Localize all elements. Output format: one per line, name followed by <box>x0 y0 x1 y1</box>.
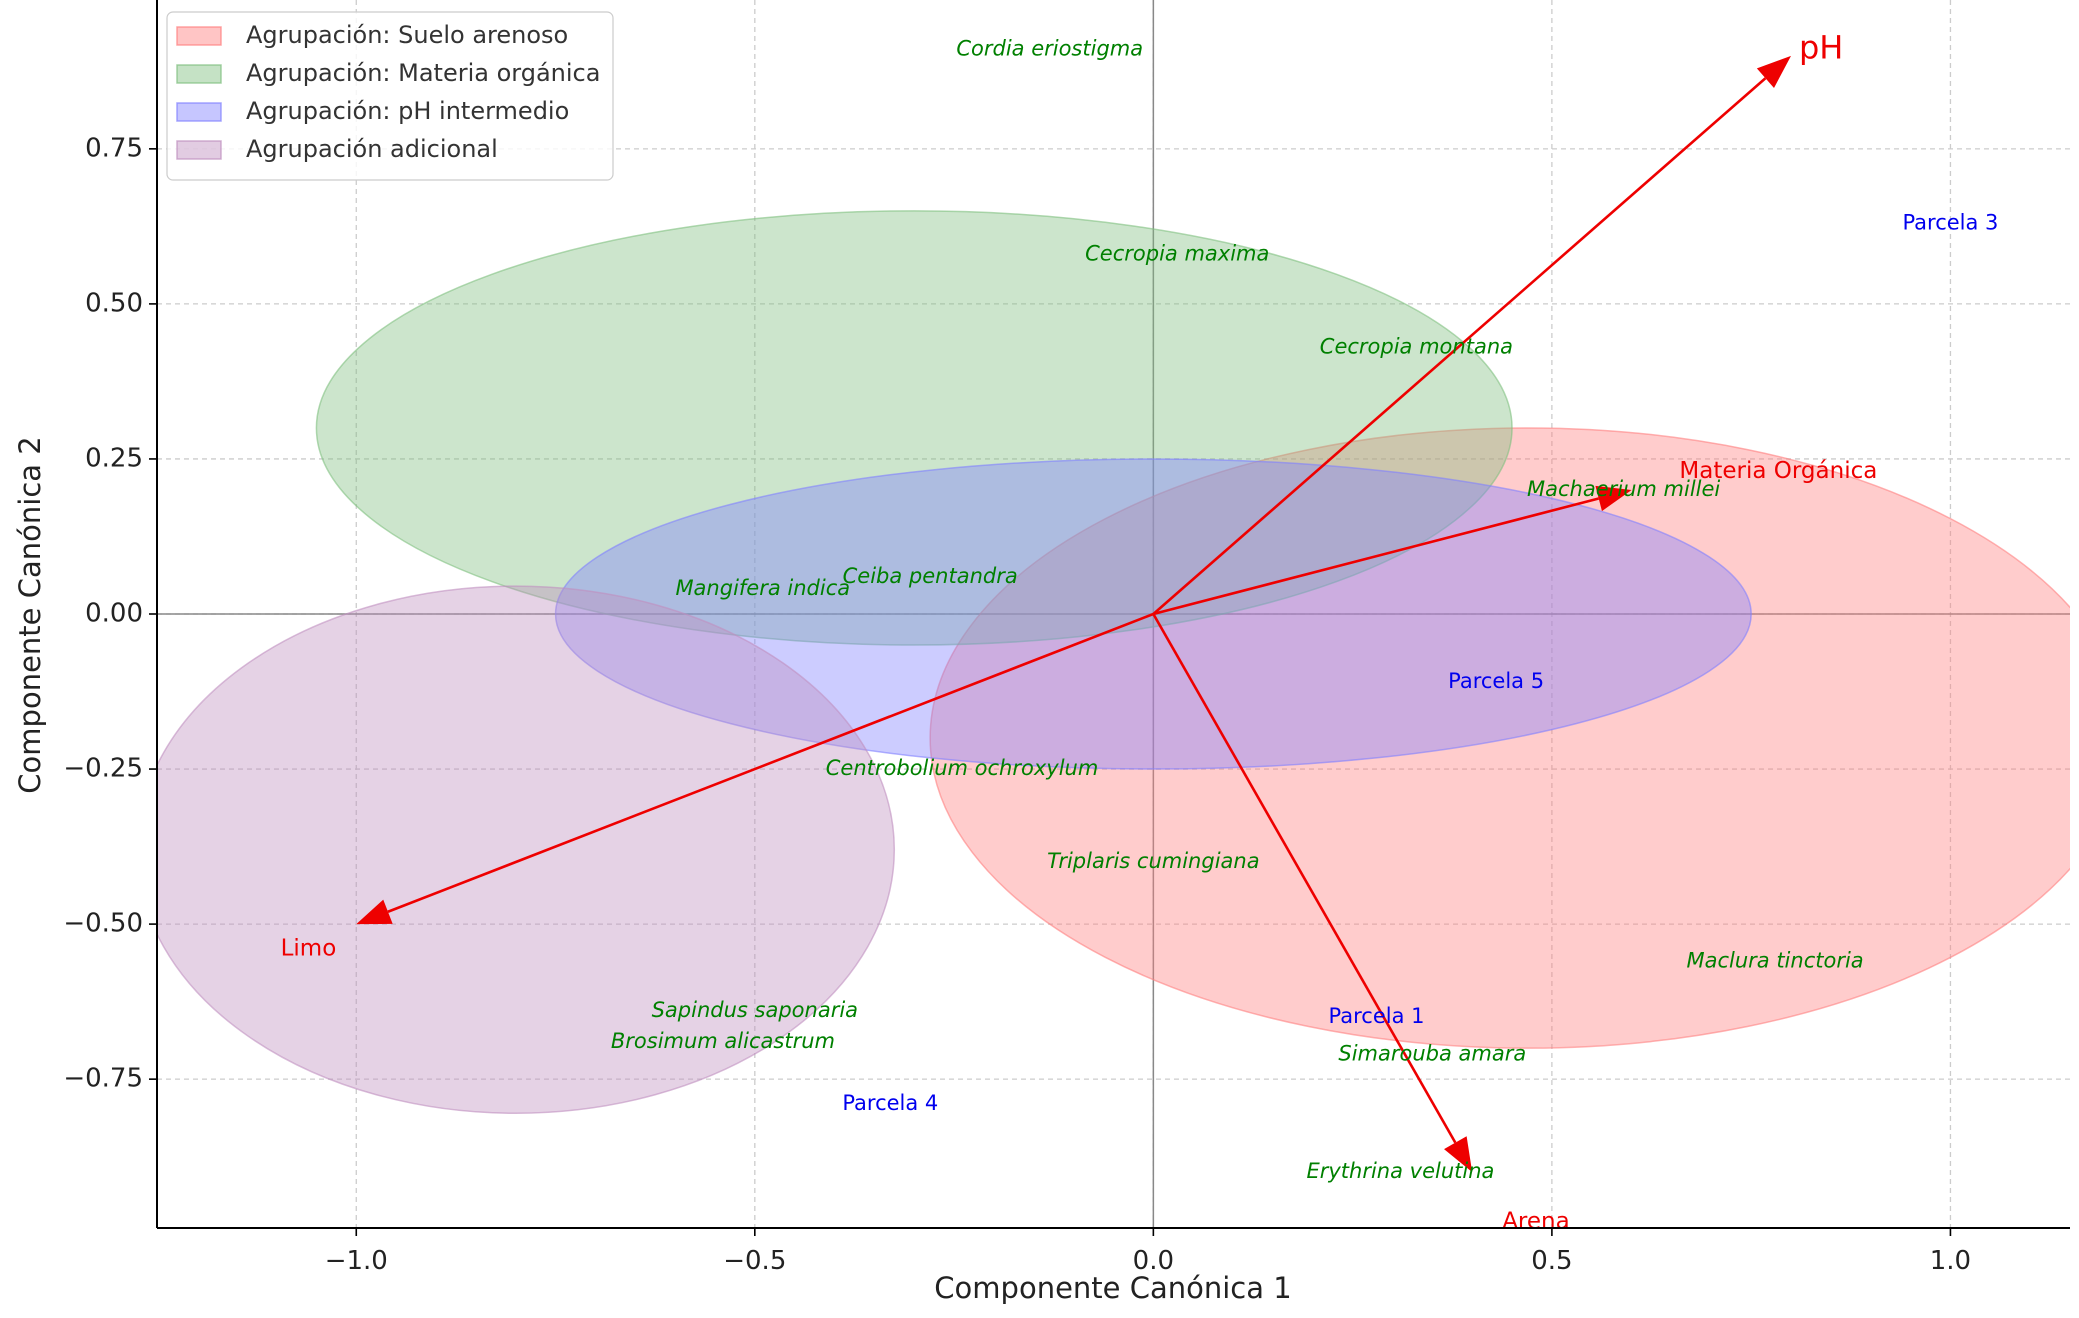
vector-label-ph: pH <box>1799 29 1843 67</box>
species-label-centrobolium-ochroxylum: Centrobolium ochroxylum <box>826 756 1099 780</box>
x-tick-label: 1.0 <box>1930 1246 1971 1276</box>
species-label-cecropia-maxima: Cecropia maxima <box>1085 241 1269 265</box>
y-tick-label: 0.75 <box>85 133 143 163</box>
x-tick-label: −1.0 <box>325 1246 388 1276</box>
species-label-mangifera-indica: Mangifera indica <box>675 576 850 600</box>
y-axis-title: Componente Canónica 2 <box>13 436 47 793</box>
species-labels: Cordia eriostigma Cecropia maxima Cecropia… <box>611 37 1864 1184</box>
vector-label-materia-organica: Materia Orgánica <box>1679 458 1877 484</box>
legend-swatch <box>176 64 222 84</box>
legend-item-agrupacion-materia-organica: Agrupación: Materia orgánica <box>176 59 600 87</box>
legend-box <box>166 11 614 181</box>
legend-swatch <box>176 140 222 160</box>
x-axis-title: Componente Canónica 1 <box>934 1271 1291 1305</box>
group-ellipses <box>157 210 2070 1114</box>
environmental-vectors <box>356 55 1792 1173</box>
vector-arrowhead <box>1595 485 1632 512</box>
species-label-simarouba-amara: Simarouba amara <box>1338 1041 1526 1065</box>
y-tick-label: 0.00 <box>85 599 143 629</box>
x-tick-labels: −1.0 −0.5 0.0 0.5 1.0 <box>325 1246 1971 1276</box>
vector-shaft <box>1152 77 1767 615</box>
x-tick-label: 0.5 <box>1531 1246 1572 1276</box>
ellipse-agrupacion-materia-organica <box>315 210 1513 646</box>
species-label-maclura-tinctoria: Maclura tinctoria <box>1686 948 1863 972</box>
legend-swatch <box>176 26 222 46</box>
legend-item-agrupacion-adicional: Agrupación adicional <box>176 135 498 163</box>
species-label-erythrina-velutina: Erythrina velutina <box>1306 1159 1494 1183</box>
vector-ph <box>1152 55 1792 615</box>
legend-label: Agrupación: Suelo arenoso <box>246 21 568 49</box>
y-tick-labels: 0.75 0.50 0.25 0.00 −0.25 −0.50 −0.75 <box>63 133 143 1093</box>
vector-limo <box>356 612 1154 925</box>
vector-arrowhead <box>1756 55 1792 88</box>
axes <box>149 0 2070 1236</box>
legend-item-agrupacion-ph-intermedio: Agrupación: pH intermedio <box>176 97 569 125</box>
x-tick-label: −0.5 <box>723 1246 786 1276</box>
species-label-cecropia-montana: Cecropia montana <box>1320 334 1513 358</box>
ellipse-agrupacion-suelo-arenoso <box>929 427 2070 1049</box>
species-label-ceiba-pentandra: Ceiba pentandra <box>843 564 1018 588</box>
vector-shaft <box>1153 497 1600 616</box>
legend-label: Agrupación adicional <box>246 135 498 163</box>
species-label-triplaris-cumingiana: Triplaris cumingiana <box>1047 849 1259 873</box>
ellipse-agrupacion-adicional <box>157 585 895 1114</box>
species-label-brosimum-alicastrum: Brosimum alicastrum <box>611 1029 835 1053</box>
plot-labels: Parcela 3 Parcela 5 Parcela 1 Parcela 4 <box>842 210 1998 1115</box>
vector-arena <box>1152 613 1473 1173</box>
legend-label: Agrupación: pH intermedio <box>246 97 569 125</box>
vector-label-arena: Arena <box>1502 1208 1570 1234</box>
vector-shaft <box>387 612 1154 913</box>
y-tick-label: −0.75 <box>63 1064 143 1094</box>
species-label-sapindus-saponaria: Sapindus saponaria <box>652 998 858 1022</box>
legend-label: Agrupación: Materia orgánica <box>246 59 600 87</box>
legend: Agrupación: Suelo arenoso Agrupación: Mat… <box>166 11 614 181</box>
y-tick-label: −0.25 <box>63 754 143 784</box>
y-tick-label: 0.50 <box>85 288 143 318</box>
vector-labels: pH Materia Orgánica Limo Arena <box>281 29 1878 1234</box>
vector-materia-organica <box>1153 485 1632 616</box>
plot-label-parcela-5: Parcela 5 <box>1448 669 1544 693</box>
y-tick-label: 0.25 <box>85 443 143 473</box>
y-tick-label: −0.50 <box>63 909 143 939</box>
vector-shaft <box>1152 613 1457 1144</box>
plot-label-parcela-4: Parcela 4 <box>842 1091 938 1115</box>
x-tick-label: 0.0 <box>1133 1246 1174 1276</box>
legend-swatch <box>176 102 222 122</box>
species-label-machaerium-millei: Machaerium millei <box>1527 477 1720 501</box>
plot-label-parcela-1: Parcela 1 <box>1329 1004 1425 1028</box>
plot-label-parcela-3: Parcela 3 <box>1902 210 1998 234</box>
vector-arrowhead <box>1444 1136 1473 1173</box>
legend-item-agrupacion-suelo-arenoso: Agrupación: Suelo arenoso <box>176 21 568 49</box>
vector-arrowhead <box>356 899 393 925</box>
vector-label-limo: Limo <box>281 935 337 961</box>
species-label-cordia-eriostigma: Cordia eriostigma <box>956 37 1143 61</box>
